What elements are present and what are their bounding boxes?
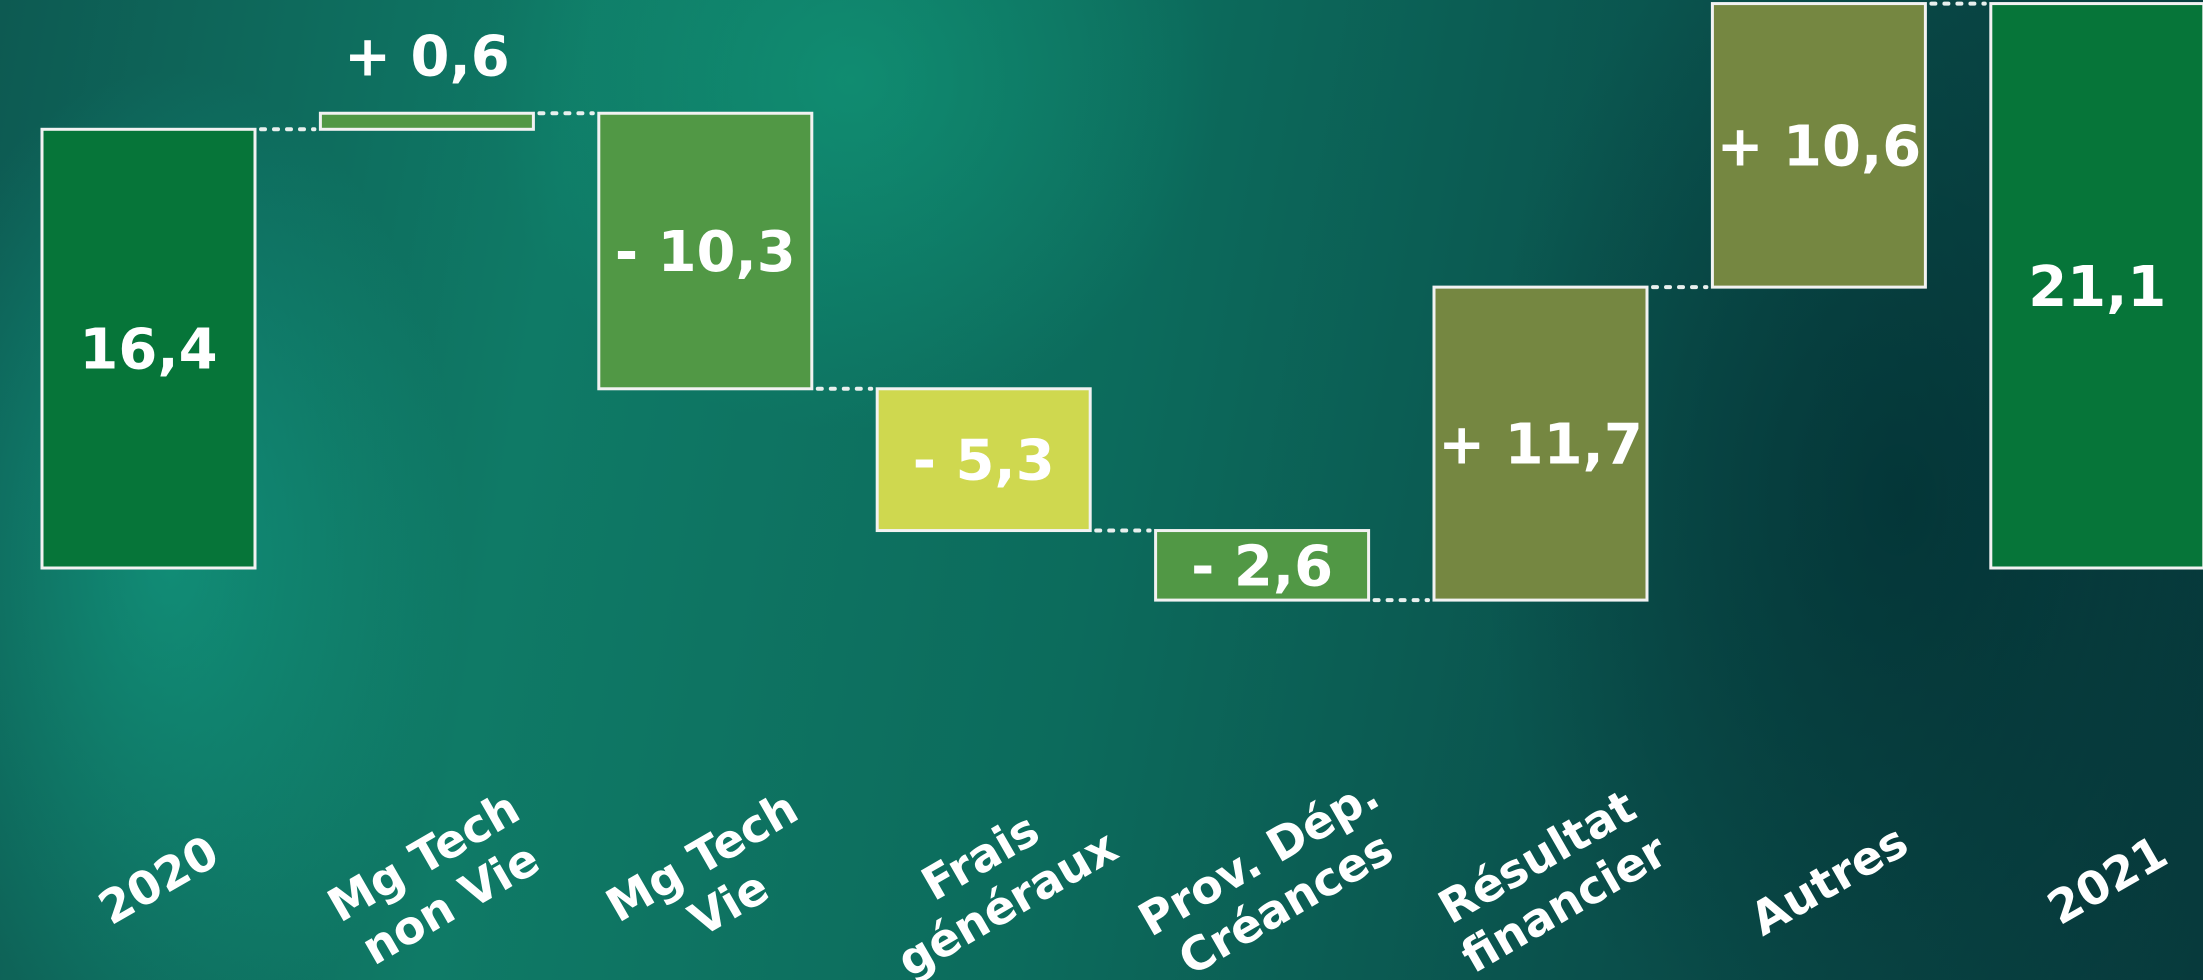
category-label-0: 2020: [90, 825, 228, 936]
value-label-0: 16,4: [79, 318, 217, 383]
bars: [40, 2, 2203, 602]
bar-6: [1710, 2, 1927, 289]
bar-0: [40, 127, 257, 570]
bar-5: [1432, 285, 1649, 602]
value-label-1: + 0,6: [344, 24, 510, 89]
value-labels: 16,4 + 0,6 - 10,3 - 5,3 - 2,6 + 11,7 + 10,6 21,…: [79, 24, 2166, 599]
bar-7: [1989, 2, 2203, 570]
value-label-4: - 2,6: [1191, 534, 1333, 599]
bar-2: [597, 111, 814, 391]
category-label-6-line-0: Autres: [1741, 814, 1917, 947]
bar-3: [875, 387, 1092, 533]
category-label-6: Autres: [1741, 814, 1917, 947]
category-label-4: Prov. Dép.Créances: [1129, 766, 1402, 980]
category-label-7-line-0: 2021: [2038, 825, 2176, 936]
connector-lines: [259, 1, 1987, 603]
bar-1: [318, 111, 535, 131]
value-label-3: - 5,3: [913, 429, 1055, 494]
bar-4: [1154, 529, 1371, 602]
value-label-6: + 10,6: [1717, 114, 1922, 179]
value-label-5: + 11,7: [1438, 413, 1643, 478]
value-label-7: 21,1: [2028, 255, 2166, 320]
value-label-2: - 10,3: [615, 220, 796, 285]
category-label-7: 2021: [2038, 825, 2176, 936]
category-label-0-line-0: 2020: [90, 825, 228, 936]
